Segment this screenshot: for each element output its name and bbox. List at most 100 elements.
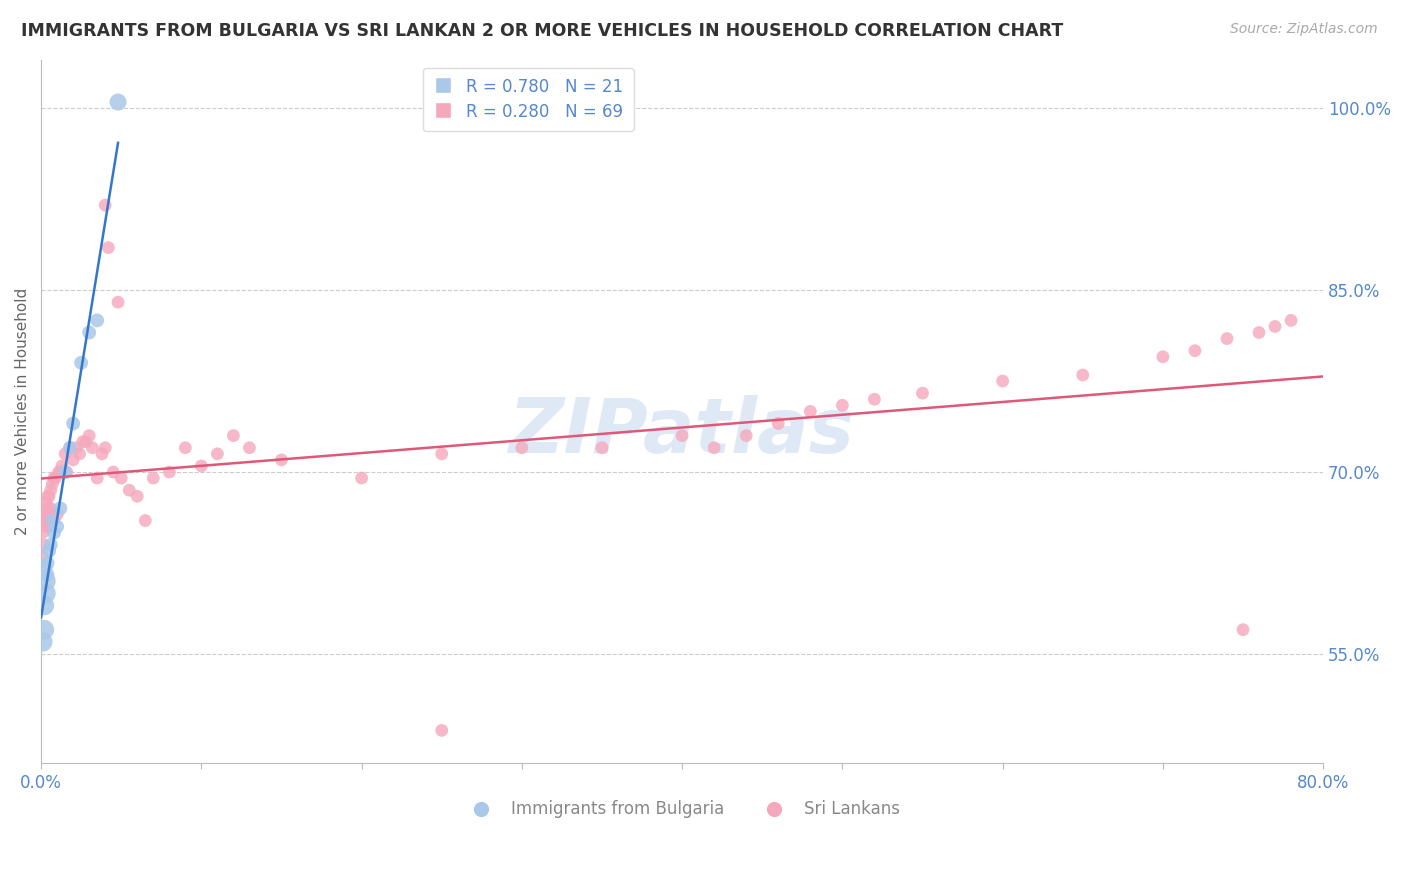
Point bbox=[174, 441, 197, 455]
Point bbox=[31, 514, 53, 528]
Point bbox=[37, 568, 59, 582]
Point bbox=[42, 514, 65, 528]
Point bbox=[35, 495, 58, 509]
Text: ZIPatlas: ZIPatlas bbox=[509, 395, 855, 469]
Point bbox=[35, 574, 58, 589]
Point bbox=[831, 398, 853, 412]
Point bbox=[1152, 350, 1174, 364]
Point bbox=[31, 549, 53, 564]
Point bbox=[62, 417, 84, 431]
Text: IMMIGRANTS FROM BULGARIA VS SRI LANKAN 2 OR MORE VEHICLES IN HOUSEHOLD CORRELATI: IMMIGRANTS FROM BULGARIA VS SRI LANKAN 2… bbox=[21, 22, 1063, 40]
Point bbox=[37, 508, 59, 522]
Point bbox=[270, 453, 292, 467]
Point bbox=[39, 483, 62, 498]
Point bbox=[48, 465, 70, 479]
Point bbox=[39, 501, 62, 516]
Point bbox=[35, 586, 58, 600]
Point bbox=[65, 441, 87, 455]
Point bbox=[768, 417, 790, 431]
Point bbox=[1184, 343, 1206, 358]
Point bbox=[103, 465, 125, 479]
Point bbox=[46, 519, 69, 533]
Point bbox=[207, 447, 229, 461]
Point bbox=[46, 508, 69, 522]
Point bbox=[991, 374, 1014, 388]
Y-axis label: 2 or more Vehicles in Household: 2 or more Vehicles in Household bbox=[15, 288, 30, 535]
Point bbox=[238, 441, 260, 455]
Point bbox=[127, 489, 149, 503]
Point bbox=[34, 599, 56, 613]
Point bbox=[34, 538, 56, 552]
Point bbox=[190, 458, 212, 473]
Point bbox=[591, 441, 613, 455]
Point bbox=[77, 326, 100, 340]
Point bbox=[107, 95, 129, 109]
Point bbox=[799, 404, 821, 418]
Point bbox=[51, 458, 73, 473]
Point bbox=[72, 434, 94, 449]
Point bbox=[35, 519, 58, 533]
Point bbox=[222, 428, 245, 442]
Point bbox=[1247, 326, 1270, 340]
Point bbox=[1264, 319, 1286, 334]
Point bbox=[34, 623, 56, 637]
Point bbox=[59, 441, 82, 455]
Point bbox=[157, 465, 180, 479]
Point bbox=[110, 471, 132, 485]
Point bbox=[82, 441, 104, 455]
Point bbox=[38, 544, 60, 558]
Point bbox=[510, 441, 533, 455]
Point bbox=[37, 556, 59, 570]
Point bbox=[44, 471, 66, 485]
Point bbox=[31, 635, 53, 649]
Point bbox=[430, 723, 453, 738]
Point bbox=[31, 562, 53, 576]
Point bbox=[53, 447, 76, 461]
Point bbox=[94, 441, 117, 455]
Point bbox=[55, 465, 77, 479]
Point bbox=[1232, 623, 1254, 637]
Point bbox=[39, 538, 62, 552]
Point bbox=[31, 525, 53, 540]
Point bbox=[38, 501, 60, 516]
Point bbox=[430, 447, 453, 461]
Point bbox=[118, 483, 141, 498]
Point bbox=[49, 465, 72, 479]
Point bbox=[41, 477, 63, 491]
Point bbox=[77, 428, 100, 442]
Point bbox=[53, 465, 76, 479]
Point bbox=[142, 471, 165, 485]
Text: Source: ZipAtlas.com: Source: ZipAtlas.com bbox=[1230, 22, 1378, 37]
Point bbox=[97, 241, 120, 255]
Point bbox=[134, 514, 156, 528]
Point bbox=[75, 434, 97, 449]
Point bbox=[350, 471, 373, 485]
Point bbox=[91, 447, 114, 461]
Point bbox=[41, 514, 63, 528]
Point bbox=[86, 313, 108, 327]
Point bbox=[1216, 332, 1239, 346]
Point bbox=[1279, 313, 1302, 327]
Point bbox=[62, 453, 84, 467]
Point bbox=[42, 471, 65, 485]
Point bbox=[94, 198, 117, 212]
Point bbox=[49, 501, 72, 516]
Point bbox=[70, 356, 93, 370]
Point bbox=[735, 428, 758, 442]
Point bbox=[703, 441, 725, 455]
Point bbox=[34, 501, 56, 516]
Point bbox=[42, 525, 65, 540]
Point bbox=[34, 514, 56, 528]
Point bbox=[59, 441, 82, 455]
Point bbox=[863, 392, 886, 407]
Point bbox=[37, 489, 59, 503]
Point bbox=[1071, 368, 1094, 382]
Point bbox=[38, 519, 60, 533]
Point bbox=[69, 447, 91, 461]
Point bbox=[86, 471, 108, 485]
Point bbox=[38, 489, 60, 503]
Point bbox=[107, 295, 129, 310]
Point bbox=[671, 428, 693, 442]
Point bbox=[911, 386, 934, 401]
Legend: Immigrants from Bulgaria, Sri Lankans: Immigrants from Bulgaria, Sri Lankans bbox=[457, 794, 907, 825]
